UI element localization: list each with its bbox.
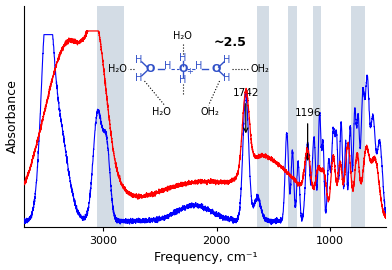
- Text: 1742: 1742: [232, 88, 259, 132]
- Text: H₂O: H₂O: [108, 64, 127, 74]
- Text: O: O: [178, 64, 188, 74]
- Text: H: H: [164, 61, 171, 71]
- Text: H₂O: H₂O: [152, 107, 171, 117]
- Text: H₂O: H₂O: [174, 31, 192, 41]
- Text: +: +: [186, 67, 193, 76]
- Text: 1196: 1196: [294, 108, 321, 160]
- Bar: [351, 6, 365, 227]
- Text: H: H: [135, 73, 143, 83]
- Text: O: O: [211, 64, 221, 74]
- Text: O: O: [145, 64, 155, 74]
- Bar: [288, 6, 297, 227]
- Bar: [96, 6, 124, 227]
- X-axis label: Frequency, cm⁻¹: Frequency, cm⁻¹: [154, 251, 257, 264]
- Text: OH₂: OH₂: [201, 107, 220, 117]
- Bar: [313, 6, 321, 227]
- Bar: [258, 6, 269, 227]
- Text: ~2.5: ~2.5: [214, 36, 247, 49]
- Text: H: H: [179, 75, 187, 85]
- Text: OH₂: OH₂: [250, 64, 269, 74]
- Y-axis label: Absorbance: Absorbance: [5, 79, 18, 153]
- Text: H: H: [135, 55, 143, 65]
- Text: H: H: [223, 73, 230, 83]
- Text: H: H: [195, 61, 202, 71]
- Text: H: H: [223, 55, 230, 65]
- Text: H: H: [179, 53, 187, 63]
